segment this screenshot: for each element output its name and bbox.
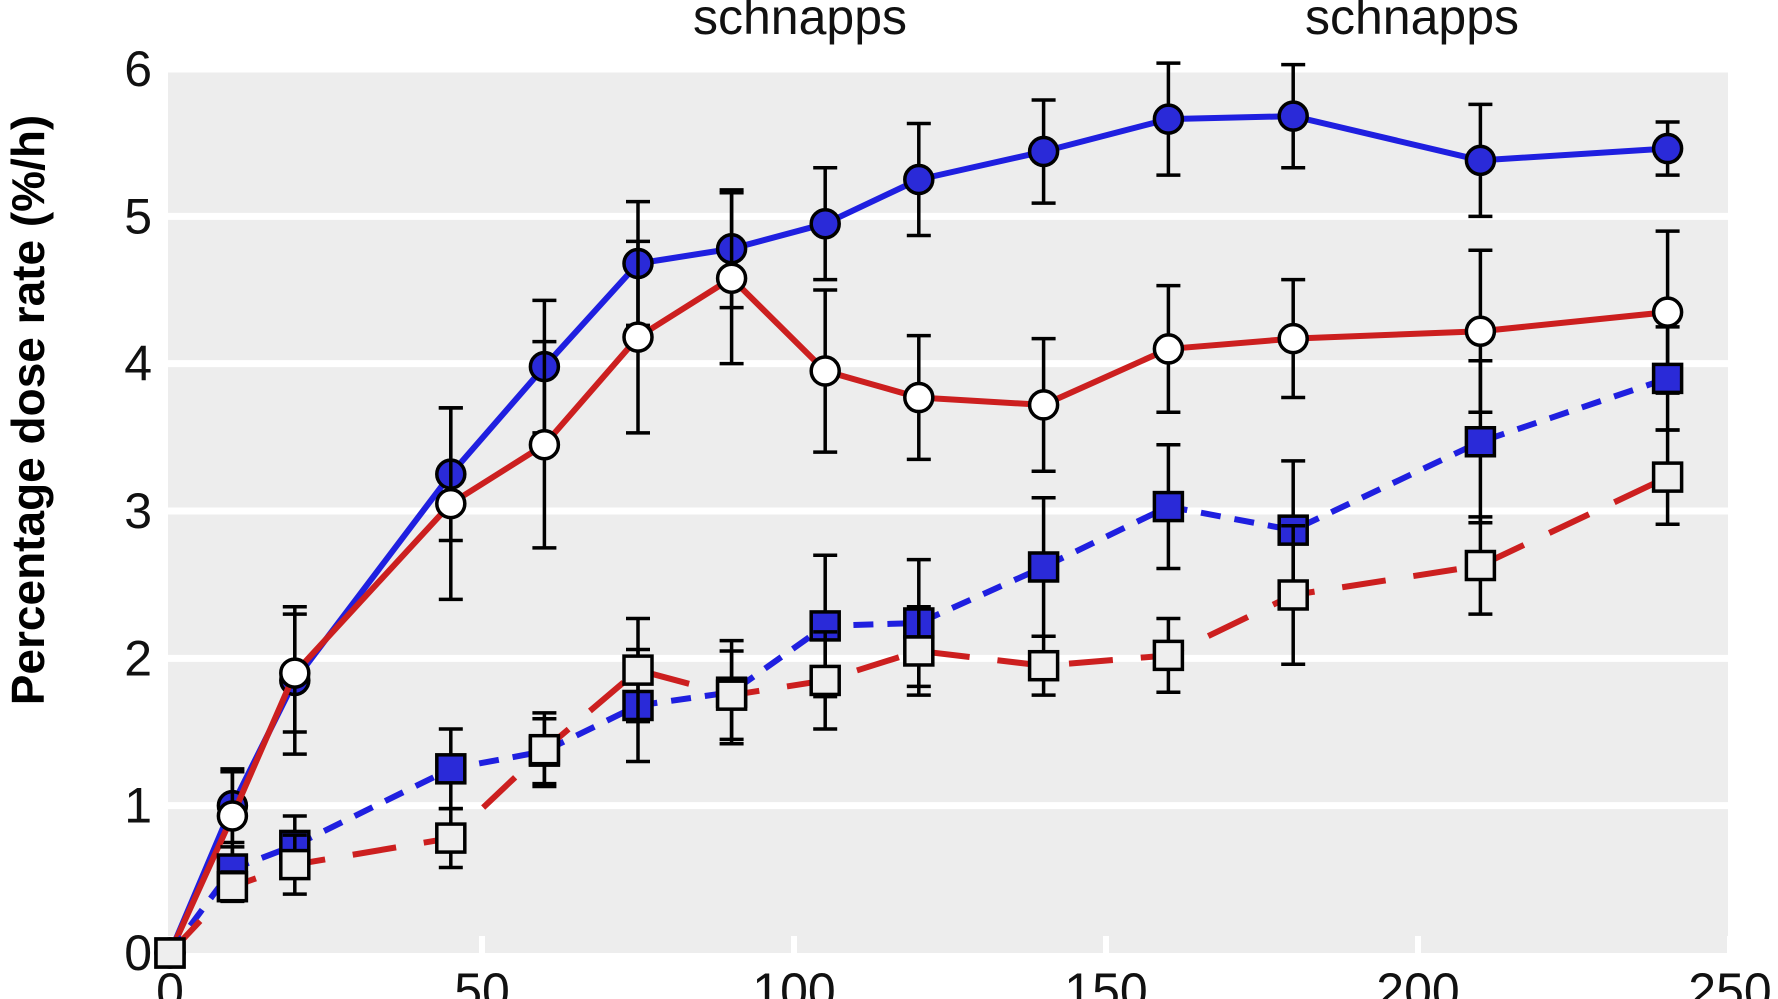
y-axis-label: Percentage dose rate (%/h) bbox=[2, 115, 54, 706]
data-point bbox=[216, 800, 249, 832]
data-point bbox=[1651, 362, 1684, 395]
series-4 bbox=[154, 428, 1684, 969]
data-point bbox=[1152, 639, 1185, 672]
y-tick-label: 5 bbox=[124, 188, 152, 244]
data-point bbox=[715, 679, 748, 711]
data-point bbox=[528, 733, 561, 766]
series-line bbox=[167, 375, 1669, 955]
data-point bbox=[715, 262, 748, 294]
y-tick-labels: 0 1 2 3 4 5 6 bbox=[124, 41, 152, 981]
x-tick-label: 100 bbox=[752, 963, 835, 999]
x-tick-label: 150 bbox=[1064, 963, 1147, 999]
data-point bbox=[1464, 144, 1497, 177]
data-point bbox=[809, 207, 841, 240]
data-point bbox=[279, 657, 311, 689]
data-point bbox=[1464, 426, 1497, 458]
data-point bbox=[1651, 461, 1684, 493]
x-tick-label: 50 bbox=[454, 963, 510, 999]
series-line bbox=[167, 275, 1668, 955]
data-point bbox=[435, 753, 467, 785]
data-point bbox=[1027, 551, 1060, 583]
annotation-schnapps-1: schnapps bbox=[693, 0, 907, 45]
data-point bbox=[1152, 333, 1185, 365]
data-point bbox=[1277, 100, 1309, 132]
data-point bbox=[903, 163, 935, 196]
data-point bbox=[903, 635, 935, 667]
data-point bbox=[1027, 135, 1060, 168]
series-line bbox=[167, 474, 1669, 956]
data-point bbox=[435, 822, 467, 854]
data-point bbox=[1651, 296, 1684, 328]
data-point bbox=[1027, 649, 1060, 682]
x-tick-label: 200 bbox=[1376, 963, 1459, 999]
y-tick-label: 3 bbox=[124, 483, 152, 539]
y-tick-label: 1 bbox=[124, 778, 152, 834]
data-point bbox=[1152, 103, 1185, 135]
data-point bbox=[1464, 549, 1497, 582]
x-tick-label: 250 bbox=[1688, 963, 1771, 999]
data-point bbox=[1651, 132, 1684, 165]
data-point bbox=[622, 654, 654, 686]
data-point bbox=[1464, 315, 1497, 348]
y-tick-label: 6 bbox=[124, 41, 152, 97]
annotation-schnapps-2: schnapps bbox=[1305, 0, 1519, 45]
data-point bbox=[216, 870, 249, 903]
series-group bbox=[154, 61, 1684, 969]
data-point bbox=[809, 664, 841, 697]
data-point bbox=[1027, 389, 1060, 421]
grid-lines bbox=[168, 65, 1728, 810]
y-tick-label: 2 bbox=[124, 630, 152, 686]
data-point bbox=[435, 487, 467, 520]
data-point bbox=[903, 381, 935, 414]
data-point bbox=[1277, 579, 1309, 611]
data-point bbox=[1152, 490, 1185, 523]
x-tick-labels: 0 50 100 150 200 250 bbox=[156, 963, 1772, 999]
y-tick-label: 4 bbox=[124, 336, 152, 392]
data-point bbox=[279, 848, 311, 881]
data-point bbox=[154, 937, 186, 969]
data-point bbox=[1277, 322, 1309, 355]
y-tick-label: 0 bbox=[124, 925, 152, 981]
data-point bbox=[528, 428, 561, 461]
data-point bbox=[809, 355, 841, 387]
data-point bbox=[622, 321, 654, 353]
x-tick-label: 0 bbox=[156, 963, 184, 999]
